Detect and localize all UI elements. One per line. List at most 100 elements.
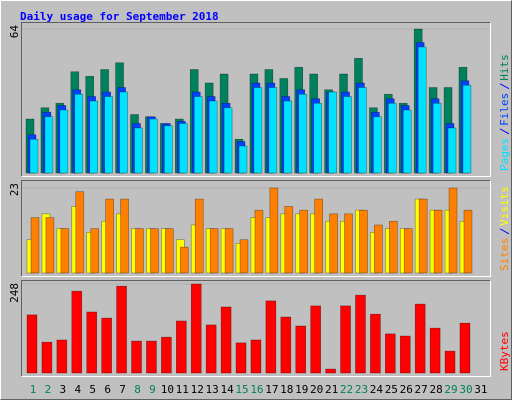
bar [26,314,38,374]
bar [314,198,323,274]
bar [104,96,113,174]
bar [238,145,248,174]
bar [176,320,187,374]
bar [444,350,456,374]
bar [447,127,457,174]
x-tick-label: 5 [89,383,96,396]
x-tick-label: 25 [385,383,398,396]
bar [56,339,68,374]
x-tick-label: 19 [295,383,308,396]
bar [280,316,292,374]
x-tick-label: 7 [119,383,126,396]
bar [340,305,351,374]
bar [71,290,83,374]
bar [190,283,202,374]
panel-edge-light [21,280,491,377]
x-tick-label: 12 [191,383,204,396]
x-tick-label: 22 [340,383,353,396]
x-tick-label: 9 [149,383,156,396]
x-tick-label: 20 [310,383,323,396]
bar [220,306,232,374]
bar [418,198,428,274]
x-tick-label: 11 [176,383,189,396]
bar [329,213,338,274]
bar [429,327,441,374]
bar [209,228,219,274]
x-tick-label: 28 [429,383,442,396]
x-tick-label: 18 [280,383,293,396]
bar [134,127,143,174]
bar [165,228,174,274]
x-tick-label: 1 [30,383,37,396]
bar [359,209,368,274]
bar [269,187,279,274]
bar [388,102,397,174]
bar [161,336,172,374]
legend-label: Hits [498,54,511,81]
bar [146,340,157,374]
x-tick-label: 3 [60,383,67,396]
bar [224,228,234,274]
bar [462,84,472,174]
bar [313,102,322,174]
legend-separator [499,83,510,90]
bar [164,125,173,174]
x-tick-label: 31 [474,383,487,396]
bar [254,209,264,274]
bar [89,100,99,174]
x-tick-label: 8 [134,383,141,396]
x-tick-label: 16 [250,383,263,396]
x-tick-label: 23 [355,383,368,396]
x-tick-label: 13 [206,383,219,396]
bar [343,96,352,174]
x-tick-label: 24 [370,383,384,396]
bar [403,228,413,274]
bar [29,138,39,174]
bar [253,87,263,174]
bar [448,187,458,274]
bar [402,109,412,174]
x-tick-label: 27 [415,383,428,396]
legend: Sites Visits [498,186,511,271]
bar [370,313,381,374]
bar [374,224,383,274]
bar [250,339,262,374]
bar [205,324,217,374]
y-tick-label: 64 [8,25,21,39]
bar [30,217,40,274]
bar [310,305,321,374]
bar [41,341,53,374]
bar [239,239,249,274]
bar [459,322,471,374]
legend-separator [499,228,510,235]
bar [283,100,293,174]
bar [74,93,84,174]
bar [358,87,367,174]
panel-edge-light [21,180,491,277]
bar [90,228,100,274]
panel-edge-light [21,22,491,177]
bar [385,333,396,374]
legend-label: Pages [498,138,511,171]
x-tick-label: 10 [161,383,174,396]
bar [105,198,114,274]
bar [463,209,473,274]
x-tick-label: 17 [265,383,278,396]
bar [417,46,427,174]
panel-edge-dark [21,180,491,277]
bar [193,96,203,174]
bar [208,100,218,174]
bar [355,294,366,374]
bar [59,109,69,174]
bar [150,228,159,274]
legend-label: Sites [498,238,511,271]
bar [295,325,307,374]
x-tick-label: 14 [220,383,234,396]
bar [414,303,426,374]
bar [433,209,443,274]
legend: KBytes [498,331,511,371]
x-tick-label: 2 [45,383,52,396]
bar [399,335,411,374]
x-tick-label: 30 [459,383,472,396]
